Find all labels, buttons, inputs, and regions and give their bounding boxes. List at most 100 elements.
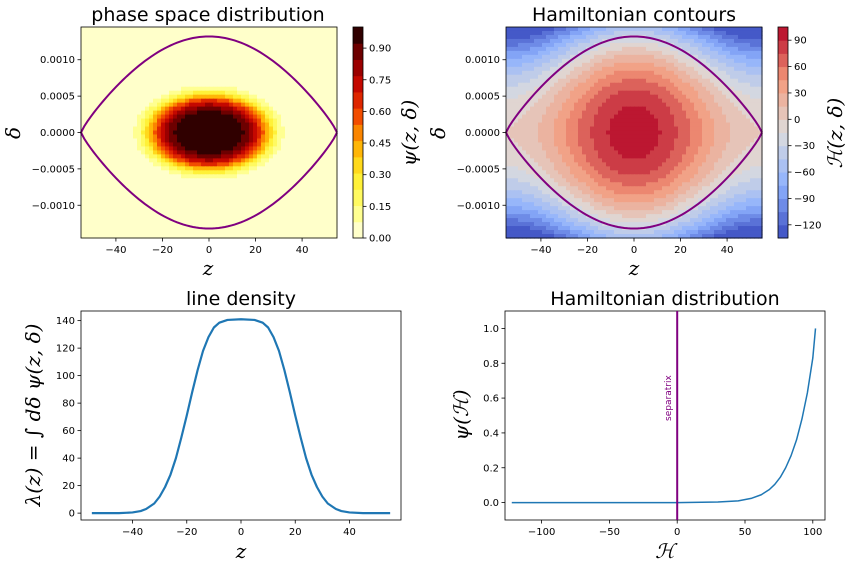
- heatmap-cell: [93, 126, 98, 132]
- heatmap-cell: [201, 190, 206, 195]
- heatmap-cell: [542, 46, 547, 52]
- heatmap-cell: [626, 27, 631, 32]
- heatmap-cell: [690, 82, 695, 88]
- heatmap-cell: [578, 38, 583, 44]
- heatmap-cell: [165, 202, 170, 207]
- heatmap-cell: [562, 46, 567, 52]
- heatmap-cell: [149, 178, 154, 183]
- heatmap-cell: [197, 66, 202, 72]
- heatmap-cell: [614, 58, 619, 64]
- heatmap-cell: [662, 78, 667, 84]
- heatmap-cell: [285, 78, 290, 84]
- heatmap-cell: [229, 94, 234, 100]
- heatmap-cell: [321, 62, 326, 68]
- heatmap-cell: [253, 54, 258, 60]
- heatmap-cell: [161, 58, 166, 64]
- heatmap-cell: [546, 74, 551, 80]
- hamiltonian-heatmap: [506, 27, 763, 239]
- heatmap-cell: [209, 162, 214, 167]
- heatmap-cell: [145, 126, 150, 132]
- heatmap-cell: [245, 30, 250, 36]
- heatmap-cell: [93, 142, 98, 148]
- heatmap-cell: [197, 86, 202, 92]
- heatmap-cell: [261, 198, 266, 203]
- heatmap-cell: [197, 162, 202, 167]
- heatmap-cell: [125, 214, 130, 219]
- heatmap-cell: [333, 86, 338, 92]
- heatmap-cell: [217, 154, 222, 159]
- heatmap-cell: [217, 54, 222, 60]
- heatmap-cell: [181, 54, 186, 60]
- heatmap-cell: [746, 50, 751, 56]
- heatmap-cell: [257, 62, 262, 68]
- heatmap-cell: [157, 46, 162, 52]
- heatmap-cell: [261, 162, 266, 167]
- heatmap-cell: [121, 114, 126, 120]
- heatmap-cell: [325, 82, 330, 88]
- heatmap-cell: [249, 102, 254, 108]
- heatmap-cell: [277, 218, 282, 223]
- heatmap-cell: [133, 106, 138, 112]
- heatmap-cell: [137, 78, 142, 84]
- heatmap-cell: [726, 74, 731, 80]
- heatmap-cell: [149, 202, 154, 207]
- heatmap-cell: [333, 30, 338, 36]
- heatmap-cell: [229, 110, 234, 116]
- heatmap-cell: [293, 110, 298, 116]
- heatmap-cell: [522, 98, 527, 104]
- heatmap-cell: [93, 202, 98, 207]
- heatmap-cell: [189, 38, 194, 44]
- heatmap-cell: [89, 102, 94, 108]
- heatmap-cell: [125, 198, 130, 203]
- heatmap-cell: [249, 34, 254, 40]
- heatmap-cell: [217, 214, 222, 219]
- heatmap-cell: [614, 70, 619, 76]
- heatmap-cell: [654, 46, 659, 52]
- heatmap-cell: [714, 106, 719, 112]
- heatmap-cell: [321, 126, 326, 132]
- heatmap-cell: [333, 74, 338, 80]
- heatmap-cell: [97, 70, 102, 76]
- heatmap-cell: [594, 66, 599, 72]
- heatmap-cell: [582, 46, 587, 52]
- heatmap-cell: [149, 218, 154, 223]
- heatmap-cell: [321, 166, 326, 171]
- heatmap-cell: [213, 138, 218, 144]
- heatmap-cell: [674, 114, 679, 120]
- heatmap-cell: [754, 30, 759, 36]
- heatmap-cell: [506, 114, 511, 120]
- heatmap-cell: [197, 166, 202, 171]
- heatmap-cell: [277, 27, 282, 32]
- heatmap-cell: [205, 54, 210, 60]
- heatmap-cell: [722, 94, 727, 100]
- heatmap-cell: [165, 138, 170, 144]
- heatmap-cell: [81, 86, 86, 92]
- heatmap-cell: [558, 78, 563, 84]
- heatmap-cell: [261, 146, 266, 152]
- heatmap-cell: [313, 122, 318, 128]
- heatmap-cell: [301, 158, 306, 163]
- heatmap-cell: [642, 78, 647, 84]
- heatmap-cell: [309, 230, 314, 235]
- heatmap-cell: [333, 174, 338, 179]
- heatmap-cell: [329, 158, 334, 163]
- heatmap-cell: [173, 218, 178, 223]
- heatmap-cell: [325, 150, 330, 155]
- heatmap-cell: [109, 182, 114, 187]
- heatmap-cell: [177, 86, 182, 92]
- heatmap-cell: [650, 98, 655, 104]
- heatmap-cell: [582, 62, 587, 68]
- heatmap-cell: [253, 178, 258, 183]
- heatmap-cell: [694, 106, 699, 112]
- heatmap-cell: [225, 186, 230, 191]
- heatmap-cell: [518, 102, 523, 108]
- heatmap-cell: [249, 138, 254, 144]
- heatmap-cell: [101, 194, 106, 199]
- heatmap-cell: [93, 46, 98, 52]
- heatmap-cell: [161, 166, 166, 171]
- heatmap-cell: [229, 126, 234, 132]
- heatmap-cell: [185, 118, 190, 124]
- heatmap-cell: [694, 90, 699, 96]
- heatmap-cell: [157, 122, 162, 128]
- heatmap-cell: [566, 82, 571, 88]
